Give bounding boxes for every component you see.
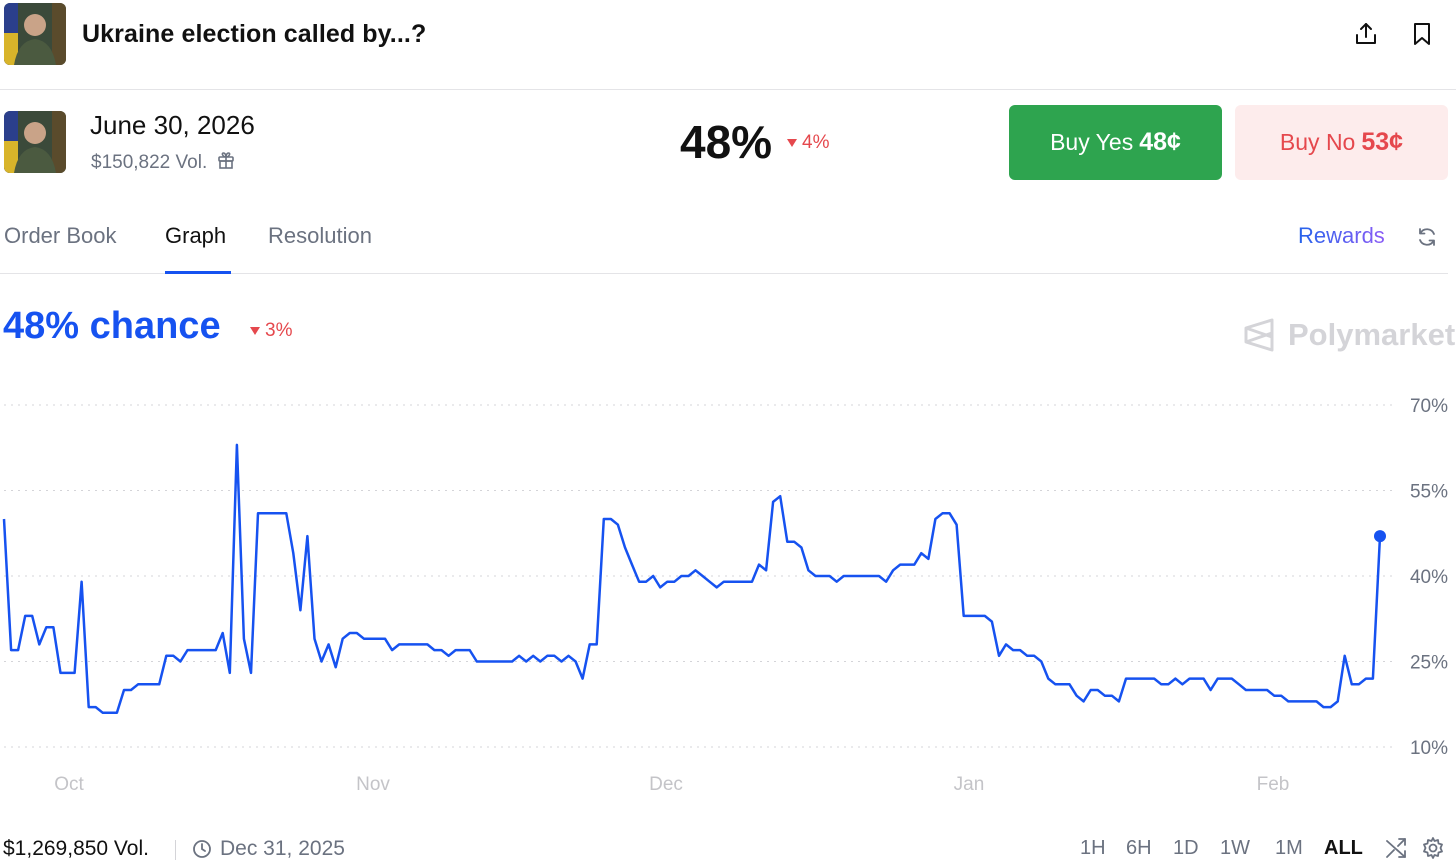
x-tick-label: Nov	[356, 774, 390, 795]
tab-graph[interactable]: Graph	[165, 223, 227, 248]
last-point-marker	[1374, 530, 1386, 543]
buy-yes-button[interactable]: Buy Yes 48¢	[1009, 105, 1222, 180]
outcome-volume-text: $150,822 Vol.	[91, 152, 208, 173]
outcome-title: June 30, 2026	[90, 110, 255, 140]
polymarket-watermark: Polymarket	[1242, 317, 1455, 353]
chance-change: 3%	[249, 320, 292, 342]
chart-footer: $1,269,850 Vol. Dec 31, 2025 1H 6H 1D 1W…	[0, 832, 1456, 867]
outcome-percent: 48%	[680, 116, 773, 168]
down-triangle-icon	[250, 327, 260, 335]
share-upload-icon[interactable]	[1350, 18, 1382, 50]
range-1h[interactable]: 1H	[1080, 837, 1106, 859]
buy-yes-price: 48¢	[1139, 128, 1181, 156]
outcome-volume: $150,822 Vol.	[91, 151, 235, 175]
y-tick-label: 40%	[1410, 567, 1448, 588]
total-volume: $1,269,850 Vol.	[3, 837, 149, 860]
settings-gear-icon[interactable]	[1418, 833, 1448, 863]
price-history-chart[interactable]: 70% 55% 40% 25% 10% Oct Nov Dec Jan Feb	[0, 380, 1456, 810]
range-6h[interactable]: 6H	[1126, 837, 1152, 859]
tab-resolution[interactable]: Resolution	[268, 223, 372, 248]
series-line	[2, 443, 1382, 715]
x-tick-label: Feb	[1257, 774, 1290, 795]
y-tick-label: 25%	[1410, 653, 1448, 674]
active-tab-indicator	[165, 271, 231, 274]
buy-yes-label: Buy Yes	[1050, 129, 1134, 155]
range-all[interactable]: ALL	[1324, 837, 1363, 859]
buy-no-label: Buy No	[1279, 129, 1356, 155]
y-tick-label: 70%	[1410, 396, 1448, 417]
range-1d[interactable]: 1D	[1173, 837, 1199, 859]
range-1w[interactable]: 1W	[1220, 837, 1250, 859]
end-date: Dec 31, 2025	[192, 837, 345, 861]
polymarket-logo-icon	[1244, 318, 1274, 352]
x-tick-label: Oct	[54, 774, 84, 795]
x-tick-label: Jan	[954, 774, 985, 795]
x-tick-label: Dec	[649, 774, 683, 795]
range-1m[interactable]: 1M	[1275, 837, 1303, 859]
market-avatar	[4, 3, 66, 65]
refresh-icon[interactable]	[1411, 221, 1443, 253]
outcome-change: 4%	[786, 132, 829, 154]
y-tick-label: 10%	[1410, 738, 1448, 759]
market-header: Ukraine election called by...?	[0, 0, 1456, 90]
gift-icon[interactable]	[217, 151, 235, 175]
outcome-change-text: 4%	[802, 132, 830, 153]
clock-icon	[193, 840, 211, 858]
chance-change-text: 3%	[265, 320, 293, 341]
outcome-avatar	[4, 111, 66, 173]
market-title: Ukraine election called by...?	[82, 20, 427, 48]
tab-order-book[interactable]: Order Book	[4, 223, 117, 248]
y-tick-label: 55%	[1410, 482, 1448, 503]
buy-no-price: 53¢	[1361, 128, 1404, 156]
down-triangle-icon	[787, 139, 797, 147]
chance-label: 48% chance	[3, 305, 221, 347]
end-date-text: Dec 31, 2025	[220, 837, 345, 860]
brand-name: Polymarket	[1288, 317, 1456, 352]
tab-bar: Order Book Graph Resolution Rewards	[0, 205, 1448, 274]
bookmark-icon[interactable]	[1406, 18, 1438, 50]
buy-no-button[interactable]: Buy No 53¢	[1235, 105, 1448, 180]
rewards-link[interactable]: Rewards	[1298, 223, 1385, 248]
footer-divider	[175, 840, 176, 860]
shuffle-icon[interactable]	[1381, 833, 1411, 863]
